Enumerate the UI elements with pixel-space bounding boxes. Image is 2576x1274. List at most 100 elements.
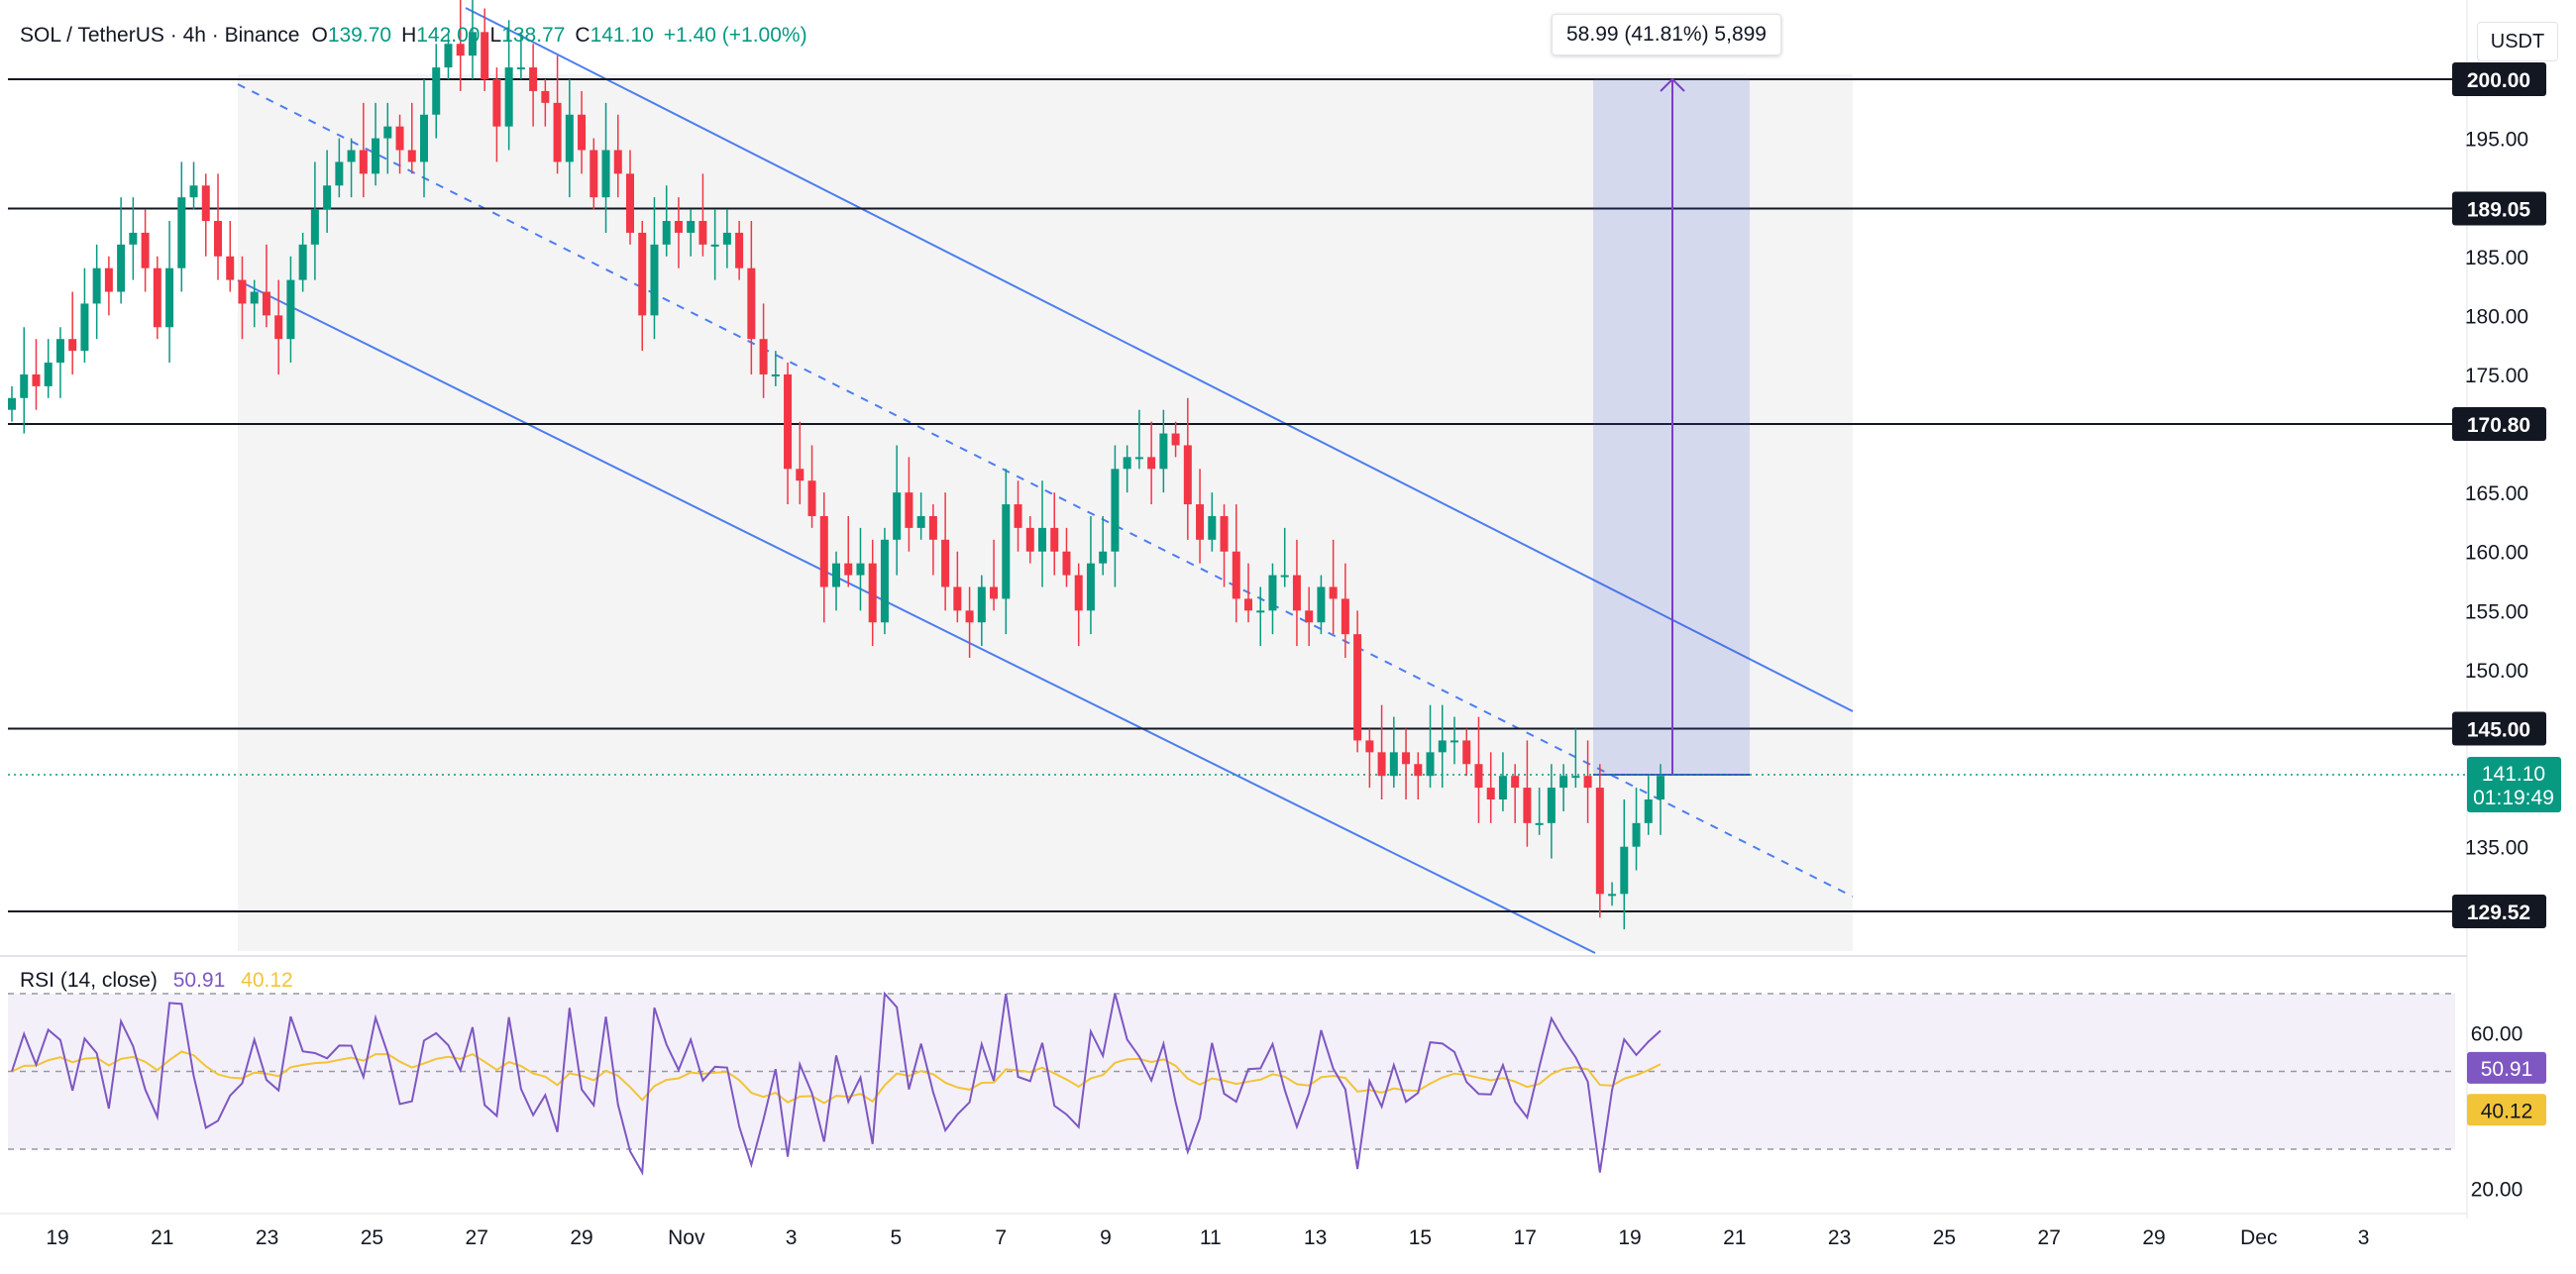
candle-body-108 <box>1317 586 1326 623</box>
candle-body-11 <box>141 232 150 268</box>
candle-body-105 <box>1280 575 1289 578</box>
level-tag-4 <box>2452 895 2546 928</box>
time-tick-21: Dec <box>2240 1226 2277 1249</box>
candle-body-126 <box>1535 822 1544 825</box>
level-tag-3 <box>2452 711 2546 746</box>
candle-body-60 <box>735 232 744 268</box>
measure-arrowhead <box>1660 77 1685 92</box>
candle-body-47 <box>578 114 587 151</box>
price-tick-4: 165.00 <box>2465 482 2528 505</box>
candle-body-68 <box>832 563 840 587</box>
time-tick-14: 17 <box>1514 1226 1537 1249</box>
candle-body-79 <box>965 610 974 623</box>
candle-body-106 <box>1292 575 1301 611</box>
candle-body-58 <box>710 244 719 247</box>
level-label-0: 200.00 <box>2467 69 2530 92</box>
candle-body-52 <box>638 232 647 316</box>
candle-body-124 <box>1511 776 1520 789</box>
candle-body-66 <box>807 480 816 516</box>
time-tick-7: 3 <box>786 1226 798 1249</box>
candle-body-57 <box>698 221 707 245</box>
candle-body-23 <box>286 279 295 340</box>
candle-body-131 <box>1595 788 1604 895</box>
candle-body-76 <box>928 515 937 540</box>
currency-button[interactable]: USDT <box>2477 22 2558 61</box>
candle-body-17 <box>214 221 222 257</box>
candle-body-16 <box>201 185 210 222</box>
candle-body-45 <box>553 102 562 162</box>
close-value: 141.10 <box>590 24 654 47</box>
open-value: 139.70 <box>327 24 392 47</box>
candle-body-2 <box>32 373 41 386</box>
candle-body-115 <box>1402 752 1411 765</box>
time-tick-0: 19 <box>46 1226 68 1249</box>
channel-mid-line <box>237 83 1854 898</box>
candle-body-46 <box>565 114 574 162</box>
candle-body-12 <box>153 267 161 328</box>
candle-body-74 <box>905 492 913 528</box>
candle-body-117 <box>1426 752 1435 777</box>
candle-body-65 <box>796 469 805 481</box>
candle-body-119 <box>1450 740 1458 743</box>
time-tick-8: 5 <box>891 1226 903 1249</box>
candle-body-109 <box>1329 586 1338 599</box>
candle-body-88 <box>1074 575 1083 611</box>
symbol-title[interactable]: SOL / TetherUS · 4h · Binance <box>20 24 300 47</box>
candle-body-50 <box>613 150 622 174</box>
candle-body-13 <box>165 267 174 328</box>
candle-body-36 <box>444 44 453 68</box>
candle-body-71 <box>868 563 877 623</box>
candle-body-62 <box>759 339 768 374</box>
rsi-tick-1: 20.00 <box>2471 1178 2523 1201</box>
high-label: H <box>401 24 417 47</box>
time-tick-12: 13 <box>1304 1226 1327 1249</box>
level-label-3: 145.00 <box>2467 719 2530 742</box>
candle-body-99 <box>1208 515 1217 540</box>
candle-body-41 <box>504 67 513 127</box>
candle-body-34 <box>420 114 428 162</box>
candle-body-69 <box>844 563 853 576</box>
candle-body-14 <box>177 197 186 268</box>
candle-body-121 <box>1474 764 1483 789</box>
candle-body-40 <box>492 79 501 127</box>
candle-body-9 <box>117 244 126 292</box>
candle-body-26 <box>323 185 332 210</box>
candle-body-118 <box>1438 740 1447 753</box>
candle-body-96 <box>1171 433 1180 446</box>
candle-body-84 <box>1025 527 1034 552</box>
candle-body-85 <box>1038 527 1046 552</box>
candle-body-19 <box>238 279 247 304</box>
time-tick-22: 3 <box>2358 1226 2370 1249</box>
candle-body-113 <box>1377 752 1386 777</box>
price-tick-6: 180.00 <box>2465 305 2528 328</box>
candle-body-102 <box>1244 598 1252 611</box>
candle-body-136 <box>1657 776 1664 800</box>
time-tick-20: 29 <box>2142 1226 2165 1249</box>
candle-body-82 <box>1002 504 1011 599</box>
rsi-legend: RSI (14, close) 50.91 40.12 <box>20 969 293 993</box>
price-tick-0: 135.00 <box>2465 837 2528 860</box>
close-label: C <box>575 24 590 47</box>
rsi-title[interactable]: RSI (14, close) <box>20 969 158 992</box>
rsi-value: 50.91 <box>172 969 226 992</box>
candle-body-116 <box>1414 764 1423 777</box>
time-tick-10: 9 <box>1100 1226 1112 1249</box>
candle-body-22 <box>274 315 283 340</box>
candle-body-95 <box>1159 433 1168 470</box>
candle-body-27 <box>335 161 344 186</box>
time-tick-13: 15 <box>1409 1226 1432 1249</box>
candle-body-67 <box>819 515 828 587</box>
rsi-axis-value: 50.91 <box>2481 1058 2533 1081</box>
candle-body-56 <box>687 221 696 233</box>
candle-body-7 <box>92 267 101 304</box>
time-tick-11: 11 <box>1200 1226 1222 1249</box>
candle-body-25 <box>310 209 319 245</box>
low-value: 138.77 <box>501 24 566 47</box>
candle-body-5 <box>68 339 77 352</box>
candle-body-54 <box>662 221 671 245</box>
candle-body-53 <box>650 244 659 316</box>
level-label-4: 129.52 <box>2467 902 2530 924</box>
candle-body-120 <box>1462 740 1471 765</box>
